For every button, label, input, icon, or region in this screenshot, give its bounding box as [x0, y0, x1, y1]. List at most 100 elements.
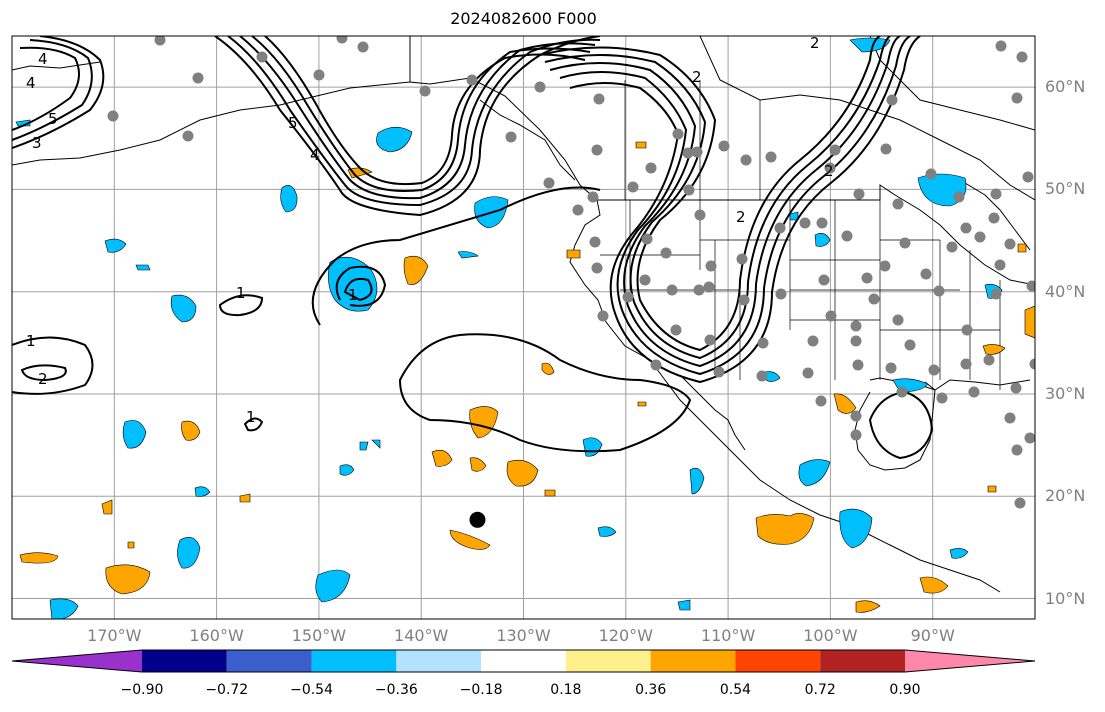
station-dot: [591, 262, 603, 274]
longitude-tick-label: 130°W: [496, 626, 551, 645]
station-dot: [703, 281, 715, 293]
station-dot: [990, 188, 1002, 200]
colorbar-segment: [735, 650, 821, 672]
colorbar-outline: [11, 649, 1036, 673]
station-dot: [718, 140, 730, 152]
station-dot: [841, 230, 853, 242]
station-dot: [990, 288, 1002, 300]
contour-label: 4: [26, 74, 36, 92]
station-dot: [802, 367, 814, 379]
station-dot: [534, 81, 546, 93]
station-dot: [645, 162, 657, 174]
longitude-tick-label: 100°W: [803, 626, 858, 645]
colorbar-segment: [481, 650, 566, 672]
contour-label: 5: [288, 114, 298, 132]
station-dot: [850, 335, 862, 347]
colorbar: [11, 649, 1036, 673]
latitude-tick-label: 30°N: [1045, 383, 1086, 403]
station-dot: [868, 293, 880, 305]
longitude-tick-label: 120°W: [598, 626, 653, 645]
station-dot: [313, 69, 325, 81]
station-dot: [683, 184, 695, 196]
station-dot: [920, 268, 932, 280]
contour-label: 1: [236, 284, 246, 302]
station-dot: [593, 93, 605, 105]
contour-label: 4: [38, 50, 48, 68]
state-borders: [600, 80, 1001, 390]
colorbar-segment: [142, 650, 227, 672]
graticule: [12, 36, 1035, 619]
contour-label: 2: [692, 68, 702, 86]
contour-label: 1: [246, 408, 256, 426]
station-dot: [994, 259, 1006, 271]
negative-anomaly-patches: [15, 37, 1003, 619]
station-dot: [853, 188, 865, 200]
station-dot: [892, 198, 904, 210]
station-dot: [107, 110, 119, 122]
longitude-tick-label: 160°W: [189, 626, 244, 645]
colorbar-segment: [311, 650, 397, 672]
station-dot: [682, 147, 694, 159]
station-dot: [192, 72, 204, 84]
station-dot: [1004, 238, 1016, 250]
station-dot: [933, 285, 945, 297]
station-dot: [953, 191, 965, 203]
latitude-tick-label: 10°N: [1045, 588, 1086, 608]
colorbar-segment: [820, 650, 905, 672]
contour-label-group: 4 4 5 3 1 1 2 1 1 2 2 2 5 4 2: [26, 34, 834, 426]
station-dot: [974, 231, 986, 243]
station-dot: [880, 143, 892, 155]
colorbar-tick-label: 0.36: [635, 682, 667, 698]
colorbar-segment: [565, 650, 651, 672]
station-dot: [818, 274, 830, 286]
station-dot: [694, 209, 706, 221]
station-dot: [466, 74, 478, 86]
station-dot: [1014, 497, 1026, 509]
station-dot: [816, 217, 828, 229]
colorbar-tick-label: 0.72: [804, 682, 836, 698]
station-dot: [825, 310, 837, 322]
station-dot: [641, 233, 653, 245]
colorbar-tick-label: 0.54: [719, 682, 752, 698]
station-dot: [1010, 382, 1022, 394]
station-dot: [336, 36, 348, 44]
station-dot: [861, 272, 873, 284]
contour-label: 1: [348, 286, 358, 304]
colorbar-tick-label: 0.90: [889, 682, 921, 698]
station-dot: [660, 247, 672, 259]
station-dot: [639, 274, 651, 286]
station-dot: [543, 177, 555, 189]
contour-label: 3: [32, 134, 42, 152]
station-dot: [850, 320, 862, 332]
station-dot: [705, 260, 717, 272]
contour-label: 2: [810, 34, 820, 52]
station-dot: [946, 241, 958, 253]
station-dot: [650, 359, 662, 371]
station-dot: [154, 36, 166, 46]
station-dot: [815, 395, 827, 407]
colorbar-segment: [12, 650, 142, 672]
colorbar-tick-label: 0.18: [550, 682, 582, 698]
station-dot: [736, 253, 748, 265]
station-dot: [799, 217, 811, 229]
station-dot: [936, 392, 948, 404]
station-dot: [925, 168, 937, 180]
station-dot: [850, 429, 862, 441]
station-dot: [713, 366, 725, 378]
colorbar-tick-label: −0.18: [459, 682, 503, 698]
colorbar-tick-label: −0.54: [290, 682, 333, 698]
contour-label: 2: [824, 162, 834, 180]
station-dot: [672, 128, 684, 140]
station-dot: [960, 222, 972, 234]
station-dot: [765, 151, 777, 163]
station-dot: [670, 324, 682, 336]
contour-label: 2: [736, 208, 746, 226]
contour-label: 2: [38, 370, 48, 388]
longitude-tick-label: 110°W: [700, 626, 756, 645]
station-dot: [807, 335, 819, 347]
station-dot: [357, 41, 369, 53]
station-dot: [892, 314, 904, 326]
station-dot: [1029, 358, 1035, 370]
station-dot: [896, 386, 908, 398]
